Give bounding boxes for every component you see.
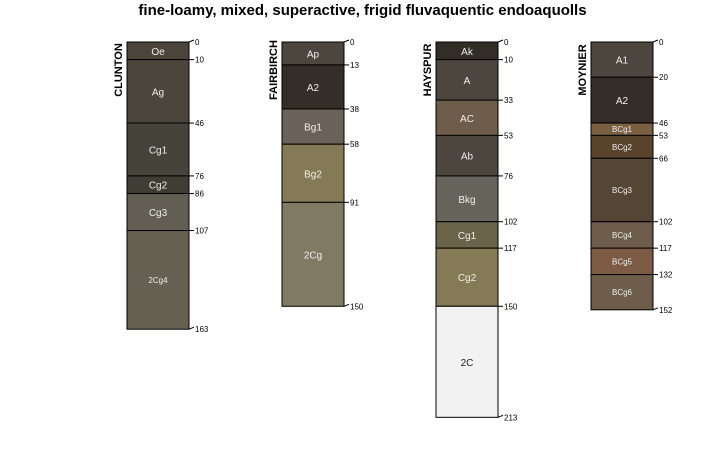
horizon-label: BCg6 — [612, 288, 633, 297]
depth-tick — [188, 39, 195, 43]
depth-label: 117 — [504, 244, 517, 253]
horizon — [590, 76, 654, 124]
horizon-label: Ab — [461, 152, 474, 163]
horizon — [126, 230, 190, 330]
horizon-label: 2Cg — [304, 250, 322, 261]
depth-label: 0 — [504, 38, 509, 47]
profile-name: CLUNTON — [113, 43, 125, 97]
horizon-label: Bg1 — [304, 123, 322, 134]
depth-label: 10 — [504, 56, 513, 65]
depth-label: 102 — [659, 218, 673, 227]
depth-label: 46 — [659, 119, 668, 128]
horizon — [281, 201, 345, 307]
depth-label: 107 — [195, 227, 209, 236]
horizon — [590, 247, 654, 276]
depth-label: 33 — [504, 96, 513, 105]
depth-label: 150 — [350, 302, 364, 311]
horizon-label: Cg3 — [149, 208, 168, 219]
depth-label: 150 — [504, 302, 518, 311]
horizon — [435, 175, 499, 223]
horizon — [126, 122, 190, 177]
horizon-label: Bg2 — [304, 169, 322, 180]
depth-label: 152 — [659, 306, 673, 315]
horizon-label: Ap — [307, 49, 320, 60]
horizon-label: Ak — [461, 47, 474, 58]
horizon-label: Cg2 — [149, 181, 168, 192]
depth-label: 117 — [659, 244, 672, 253]
horizon — [281, 64, 345, 110]
depth-tick — [343, 303, 350, 307]
depth-label: 10 — [195, 56, 204, 65]
horizon-label: Oe — [151, 47, 165, 58]
depth-label: 66 — [659, 154, 668, 163]
depth-label: 163 — [195, 325, 209, 334]
horizon-label: Cg2 — [458, 273, 477, 284]
depth-label: 76 — [504, 172, 513, 181]
horizon-label: Bkg — [458, 195, 475, 206]
depth-label: 0 — [659, 38, 664, 47]
horizon-label: BCg2 — [612, 143, 633, 152]
depth-label: 0 — [350, 38, 355, 47]
horizon-label: A2 — [616, 96, 629, 107]
depth-label: 58 — [350, 140, 359, 149]
depth-tick — [188, 326, 195, 330]
horizon-label: Cg1 — [458, 231, 477, 242]
horizon-label: BCg4 — [612, 231, 633, 240]
horizon-label: AC — [460, 114, 474, 125]
horizon — [435, 247, 499, 307]
depth-tick — [497, 414, 504, 418]
horizon-label: Cg1 — [149, 145, 168, 156]
depth-label: 213 — [504, 413, 518, 422]
depth-tick — [652, 307, 659, 311]
horizon-label: 2C — [461, 358, 474, 369]
horizon — [435, 221, 499, 249]
profile-name: HAYSPUR — [422, 44, 434, 97]
depth-label: 53 — [504, 131, 513, 140]
depth-label: 46 — [195, 119, 204, 128]
horizon — [435, 99, 499, 136]
depth-label: 132 — [659, 271, 673, 280]
depth-label: 91 — [350, 198, 359, 207]
horizon-label: BCg5 — [612, 257, 633, 266]
profile-name: MOYNIER — [577, 44, 589, 95]
depth-tick — [652, 39, 659, 43]
horizon-label: A1 — [616, 56, 629, 67]
horizon — [590, 41, 654, 78]
horizon-label: BCg1 — [612, 125, 633, 134]
depth-tick — [343, 39, 350, 43]
depth-label: 13 — [350, 61, 359, 70]
horizon — [281, 108, 345, 145]
depth-label: 102 — [504, 218, 518, 227]
depth-label: 76 — [195, 172, 204, 181]
horizon — [590, 157, 654, 223]
horizon-label: Ag — [152, 87, 164, 98]
depth-label: 38 — [350, 105, 359, 114]
horizon-label: A — [464, 76, 471, 87]
horizon-label: 2Cg4 — [148, 276, 168, 285]
profile-name: FAIRBIRCH — [268, 40, 280, 100]
depth-label: 20 — [659, 73, 668, 82]
depth-tick — [497, 39, 504, 43]
horizon — [435, 59, 499, 101]
chart-title: fine-loamy, mixed, superactive, frigid f… — [138, 2, 587, 19]
horizon — [435, 134, 499, 177]
horizon — [435, 305, 499, 418]
depth-label: 86 — [195, 190, 204, 199]
depth-label: 0 — [195, 38, 200, 47]
horizon — [590, 221, 654, 249]
horizon — [126, 59, 190, 124]
horizon — [281, 143, 345, 203]
horizon-label: A2 — [307, 83, 320, 94]
horizon-label: BCg3 — [612, 186, 633, 195]
depth-label: 53 — [659, 131, 668, 140]
horizon — [590, 274, 654, 311]
